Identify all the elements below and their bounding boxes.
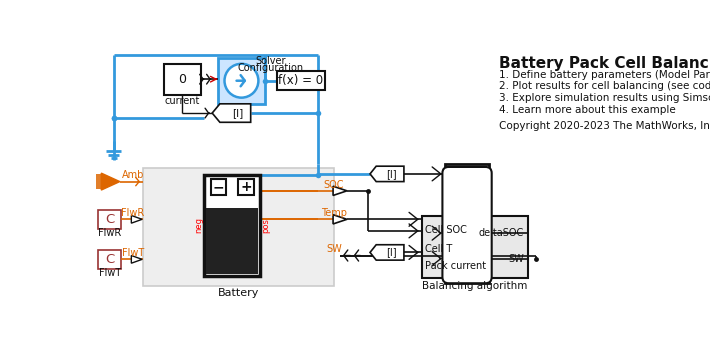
Text: SOC: SOC (324, 180, 344, 190)
Text: [I]: [I] (386, 247, 397, 257)
FancyBboxPatch shape (204, 175, 260, 276)
Text: Temp: Temp (321, 208, 347, 218)
Polygon shape (370, 166, 404, 182)
FancyBboxPatch shape (164, 64, 201, 95)
Text: 0: 0 (178, 73, 186, 86)
FancyBboxPatch shape (211, 179, 226, 196)
Text: Cell T: Cell T (425, 244, 453, 254)
Text: SW: SW (326, 244, 342, 254)
Polygon shape (102, 173, 120, 190)
Polygon shape (333, 186, 347, 196)
Text: Cell SOC: Cell SOC (425, 225, 467, 235)
FancyBboxPatch shape (277, 72, 324, 90)
FancyBboxPatch shape (217, 58, 266, 104)
FancyBboxPatch shape (98, 210, 121, 228)
FancyBboxPatch shape (98, 250, 121, 268)
Text: FlwR: FlwR (121, 208, 145, 218)
FancyBboxPatch shape (239, 179, 253, 196)
Text: pos: pos (261, 218, 271, 233)
Text: neg: neg (194, 218, 203, 234)
Text: 4. Learn more about this example: 4. Learn more about this example (498, 105, 675, 115)
Polygon shape (131, 256, 142, 263)
Text: −: − (212, 180, 224, 194)
Text: Amb: Amb (121, 171, 144, 180)
Text: FlwR: FlwR (98, 228, 121, 238)
Text: Battery: Battery (218, 288, 259, 298)
Text: 2. Plot results for cell balancing (see code): 2. Plot results for cell balancing (see … (498, 81, 710, 92)
Text: Configuration: Configuration (238, 63, 304, 73)
Text: current: current (165, 96, 200, 106)
Text: 3. Explore simulation results using Simscape Results Explorer: 3. Explore simulation results using Sims… (498, 93, 710, 103)
Text: C: C (105, 213, 114, 226)
Circle shape (224, 64, 258, 98)
Polygon shape (370, 245, 404, 260)
Text: Pack current: Pack current (425, 261, 486, 271)
FancyBboxPatch shape (422, 216, 528, 278)
Polygon shape (212, 104, 251, 122)
Text: 1. Define battery parameters (Model Parameters): 1. Define battery parameters (Model Para… (498, 70, 710, 80)
Text: [I]: [I] (386, 169, 397, 179)
Text: +: + (240, 180, 252, 194)
FancyBboxPatch shape (442, 167, 492, 283)
Text: C: C (105, 253, 114, 266)
Text: deltaSOC: deltaSOC (479, 228, 524, 238)
FancyBboxPatch shape (444, 164, 489, 283)
Text: Balancing algorithm: Balancing algorithm (422, 281, 528, 291)
FancyBboxPatch shape (143, 168, 334, 286)
Text: Copyright 2020-2023 The MathWorks, Inc.: Copyright 2020-2023 The MathWorks, Inc. (498, 121, 710, 131)
Text: [I]: [I] (232, 108, 244, 118)
Text: FlwT: FlwT (121, 248, 144, 258)
Text: Solver: Solver (256, 56, 286, 66)
Polygon shape (333, 215, 347, 224)
Text: SW: SW (508, 254, 524, 264)
Text: f(x) = 0: f(x) = 0 (278, 74, 323, 87)
FancyBboxPatch shape (206, 208, 258, 274)
Polygon shape (131, 216, 142, 223)
Text: Battery Pack Cell Balancing: Battery Pack Cell Balancing (498, 56, 710, 71)
Text: FlwT: FlwT (99, 268, 121, 278)
